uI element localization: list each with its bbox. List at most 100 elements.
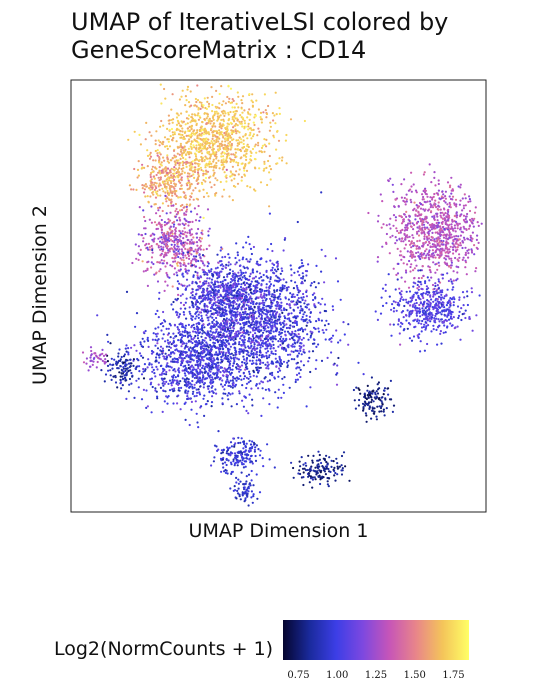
cell-point	[156, 261, 159, 264]
cell-point	[202, 344, 205, 347]
cell-point	[276, 311, 279, 314]
cell-point	[173, 273, 176, 276]
cell-point	[268, 280, 271, 283]
cell-point	[277, 345, 280, 348]
cell-point	[198, 371, 201, 374]
cell-point	[222, 158, 225, 161]
cell-point	[232, 116, 235, 119]
cell-point	[241, 125, 244, 128]
cell-point	[144, 368, 147, 371]
cell-point	[254, 310, 257, 313]
cell-point	[122, 366, 125, 369]
cell-point	[180, 345, 183, 348]
cell-point	[288, 338, 291, 341]
cell-point	[216, 357, 219, 360]
cell-point	[195, 146, 198, 150]
cell-point	[231, 284, 234, 287]
cell-point	[118, 348, 121, 351]
cell-point	[220, 303, 223, 306]
cell-point	[280, 396, 283, 399]
cell-point	[201, 320, 204, 323]
cell-point	[250, 353, 253, 356]
cell-point	[280, 362, 284, 365]
cell-point	[219, 377, 222, 380]
cell-point	[166, 138, 169, 141]
cell-point	[140, 167, 143, 170]
cell-point	[224, 266, 228, 269]
cell-point	[177, 383, 180, 386]
cell-point	[314, 327, 317, 331]
cell-point	[271, 337, 274, 340]
cell-point	[319, 311, 322, 314]
cell-point	[149, 188, 152, 191]
cell-point	[230, 323, 233, 326]
cell-point	[229, 327, 232, 330]
cell-point	[201, 143, 204, 146]
cell-point	[227, 351, 230, 354]
cell-point	[322, 331, 325, 334]
cell-point	[104, 373, 108, 376]
cell-point	[175, 207, 178, 211]
cell-point	[168, 227, 171, 230]
cell-point	[185, 342, 188, 345]
cell-point	[217, 291, 220, 294]
cell-point	[306, 333, 309, 336]
cell-point	[263, 337, 266, 340]
cell-point	[283, 346, 286, 350]
cell-point	[263, 301, 266, 304]
cell-point	[300, 338, 303, 341]
cell-cluster	[96, 290, 301, 429]
cell-point	[249, 308, 252, 311]
cell-point	[243, 311, 247, 314]
cell-point	[184, 231, 187, 234]
cell-point	[255, 362, 258, 365]
cell-point	[228, 336, 231, 339]
cell-point	[258, 328, 261, 331]
cell-point	[188, 151, 191, 154]
cell-point	[252, 284, 255, 287]
cell-point	[218, 148, 221, 151]
cell-point	[202, 138, 205, 141]
cell-point	[206, 385, 209, 388]
cell-point	[284, 316, 287, 320]
cell-point	[202, 323, 205, 326]
cell-point	[303, 302, 306, 305]
cell-point	[207, 105, 211, 108]
cell-point	[267, 104, 270, 108]
cell-point	[121, 378, 124, 381]
cell-point	[255, 353, 258, 356]
cell-point	[179, 333, 182, 336]
cell-point	[272, 296, 275, 299]
cell-point	[274, 329, 277, 333]
cell-point	[165, 212, 168, 215]
cell-point	[153, 181, 157, 184]
cell-point	[265, 112, 269, 116]
cell-point	[248, 315, 251, 318]
cell-point	[200, 343, 203, 346]
cell-point	[270, 315, 273, 318]
cell-point	[260, 146, 264, 149]
cell-point	[181, 342, 184, 346]
cell-point	[259, 351, 262, 354]
cell-point	[150, 261, 153, 264]
cell-point	[224, 159, 228, 162]
cell-point	[269, 125, 272, 128]
cell-point	[165, 145, 169, 148]
cell-point	[160, 236, 163, 239]
cell-point	[208, 176, 211, 179]
cell-point	[256, 260, 259, 263]
cell-point	[181, 170, 184, 173]
cell-point	[143, 188, 146, 191]
cell-point	[233, 277, 236, 280]
cell-point	[169, 171, 172, 174]
cell-point	[165, 380, 168, 383]
cell-point	[169, 352, 172, 355]
cell-point	[183, 213, 186, 216]
cell-point	[207, 319, 210, 322]
cell-point	[290, 268, 293, 271]
cell-point	[290, 274, 293, 277]
cell-point	[304, 299, 307, 302]
cell-point	[266, 361, 269, 364]
cell-point	[209, 315, 212, 318]
cell-point	[209, 146, 212, 149]
